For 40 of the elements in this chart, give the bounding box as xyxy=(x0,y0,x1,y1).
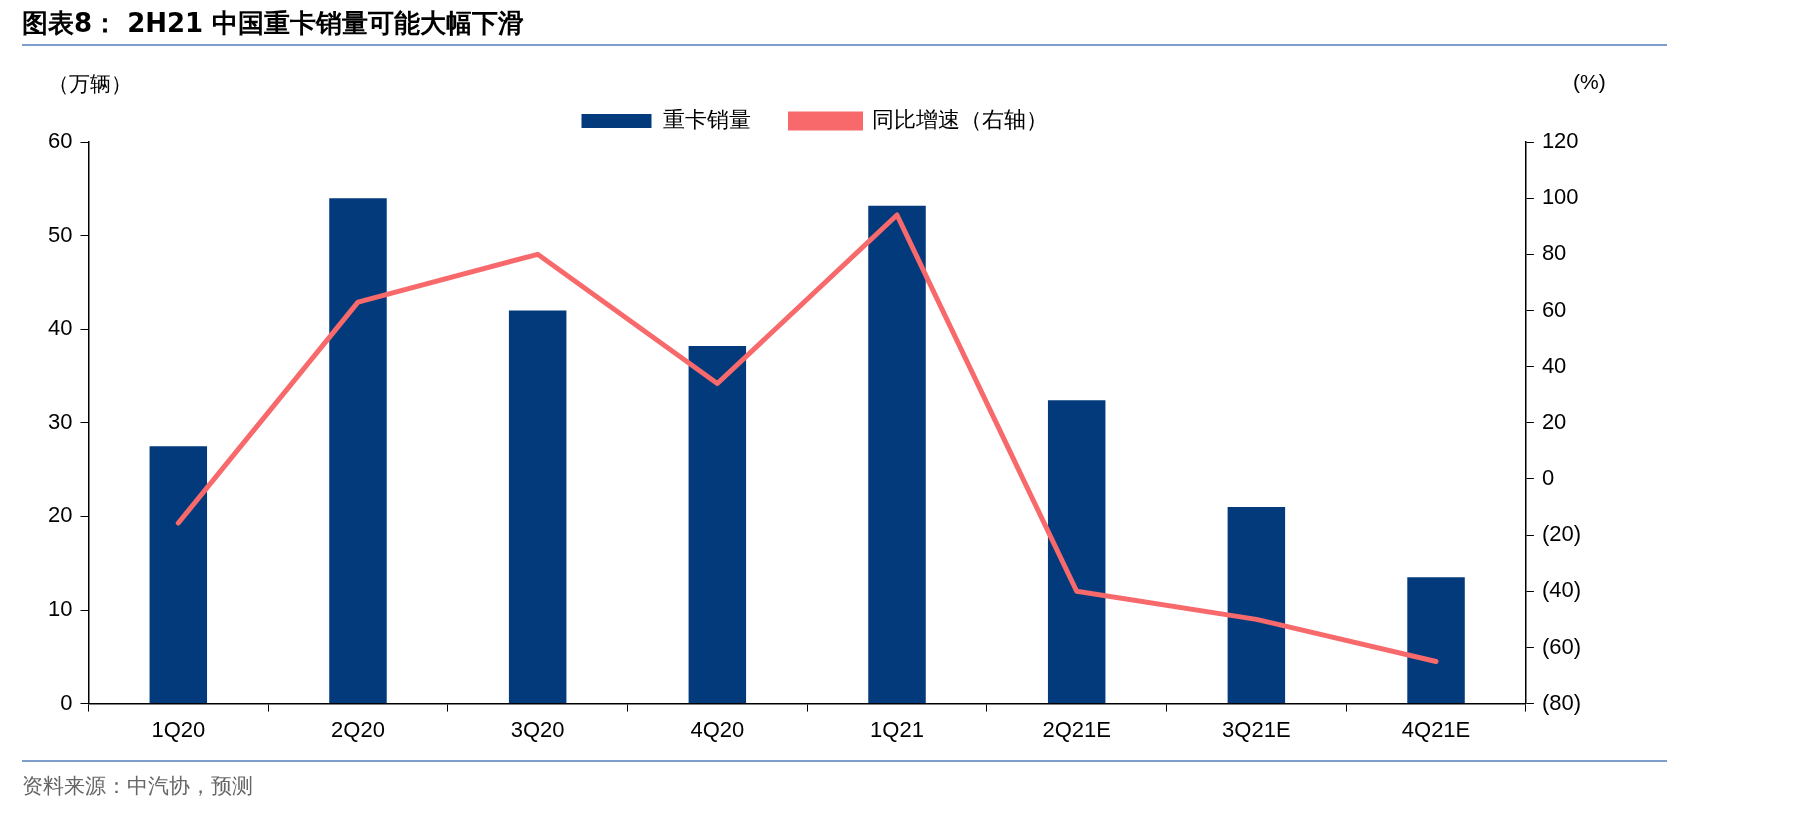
bar xyxy=(149,446,208,704)
legend-label: 同比增速（右轴） xyxy=(871,106,1048,132)
y-tick-label: 40 xyxy=(47,315,73,341)
y2-tick-label: 0 xyxy=(1541,465,1555,491)
y2-tick-label: 120 xyxy=(1541,128,1579,154)
bar xyxy=(688,346,747,704)
y2-axis-title: (%) xyxy=(1573,70,1606,94)
x-tick-label: 2Q21E xyxy=(1042,716,1111,742)
y-axis-title: （万辆） xyxy=(48,71,132,98)
legend-label: 重卡销量 xyxy=(662,106,751,132)
bar xyxy=(868,205,926,704)
y2-tick-label: 60 xyxy=(1541,296,1567,322)
y-tick-label: 10 xyxy=(47,596,73,622)
text: 资料来源：中汽协，预测 xyxy=(22,773,253,800)
y-tick-label: 50 xyxy=(47,221,73,247)
bar xyxy=(329,198,387,704)
y2-tick-label: 80 xyxy=(1541,240,1567,266)
y-tick-label: 30 xyxy=(47,408,73,434)
x-tick-label: 3Q20 xyxy=(510,716,565,742)
bar xyxy=(1407,577,1465,704)
y-tick-label: 20 xyxy=(47,502,73,528)
bar xyxy=(508,310,567,704)
y-tick-label: 0 xyxy=(60,689,73,715)
y-tick-label: 60 xyxy=(47,128,73,154)
x-tick-label: 4Q21E xyxy=(1401,716,1471,742)
y2-tick-label: (20) xyxy=(1541,521,1581,547)
y2-tick-label: 100 xyxy=(1541,184,1579,210)
x-tick-label: 4Q20 xyxy=(690,716,745,742)
y2-tick-label: (80) xyxy=(1541,689,1581,715)
chart-title: 图表8： 2H21 中国重卡销量可能大幅下滑 xyxy=(22,7,525,40)
x-tick-label: 1Q21 xyxy=(870,716,924,742)
x-tick-label: 3Q21E xyxy=(1222,716,1291,742)
x-tick-label: 2Q20 xyxy=(331,716,385,742)
y2-tick-label: 20 xyxy=(1541,408,1567,434)
y2-tick-label: 40 xyxy=(1541,352,1567,378)
y2-tick-label: (60) xyxy=(1541,633,1581,659)
bar xyxy=(1227,507,1286,704)
y2-tick-label: (40) xyxy=(1541,577,1581,603)
bar xyxy=(1047,400,1106,704)
x-tick-label: 1Q20 xyxy=(151,716,206,742)
